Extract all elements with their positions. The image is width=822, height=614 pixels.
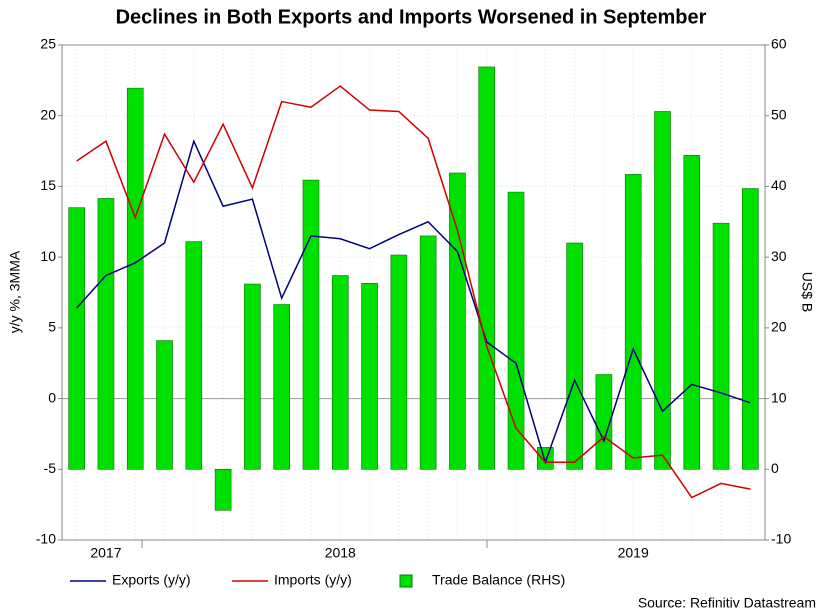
line <box>76 138 751 465</box>
bar <box>126 87 144 470</box>
y-tick-label: 10 <box>40 248 56 264</box>
y2-axis-label: US$ B <box>799 272 815 312</box>
x-tick-label: 2019 <box>618 545 649 561</box>
y2-tick-label: 60 <box>771 36 787 52</box>
y-tick-label: 25 <box>40 36 56 52</box>
y-tick-label: -10 <box>36 531 56 547</box>
bar <box>156 340 173 470</box>
bar <box>566 242 583 470</box>
bar <box>507 191 525 470</box>
bar <box>449 172 466 470</box>
bar <box>302 179 320 470</box>
y2-tick-label: 20 <box>771 319 787 335</box>
source: Source: Refinitiv Datastream <box>638 595 816 611</box>
bar <box>214 468 232 511</box>
bar <box>624 174 642 470</box>
y2-tick-label: 40 <box>771 177 787 193</box>
y-tick-label: 0 <box>48 389 56 405</box>
y2-tick-label: 30 <box>771 248 787 264</box>
chart-title: Declines in Both Exports and Imports Wor… <box>116 6 707 28</box>
y-tick-label: 15 <box>40 177 56 193</box>
y2-tick-label: 0 <box>771 460 779 476</box>
bar <box>595 374 613 470</box>
bar <box>244 283 261 470</box>
bar <box>185 241 203 470</box>
bar <box>683 155 701 470</box>
y2-tick-label: 10 <box>771 389 787 405</box>
y2-tick-label: -10 <box>771 531 791 547</box>
line <box>76 85 751 499</box>
plot-area <box>62 44 765 541</box>
bar <box>331 275 349 470</box>
legend-swatch <box>399 574 413 588</box>
legend-label: Imports (y/y) <box>274 572 352 588</box>
bar <box>712 222 730 470</box>
bar <box>742 188 759 470</box>
y-tick-label: -5 <box>44 460 57 476</box>
bar <box>68 207 85 470</box>
bar <box>654 111 671 470</box>
y-tick-label: 5 <box>48 319 56 335</box>
bar <box>419 235 437 470</box>
bar <box>537 447 554 470</box>
x-tick-label: 2017 <box>90 545 121 561</box>
legend-label: Exports (y/y) <box>112 572 191 588</box>
x-tick-label: 2018 <box>325 545 356 561</box>
plot-frame <box>61 44 766 541</box>
y2-tick-label: 50 <box>771 106 787 122</box>
y-axis-label: y/y %, 3MMA <box>7 250 23 333</box>
bar <box>390 254 408 470</box>
bar <box>361 283 378 470</box>
bar <box>97 198 115 470</box>
legend-label: Trade Balance (RHS) <box>432 572 565 588</box>
bar <box>273 304 290 470</box>
bar <box>478 66 496 470</box>
y-tick-label: 20 <box>40 106 56 122</box>
